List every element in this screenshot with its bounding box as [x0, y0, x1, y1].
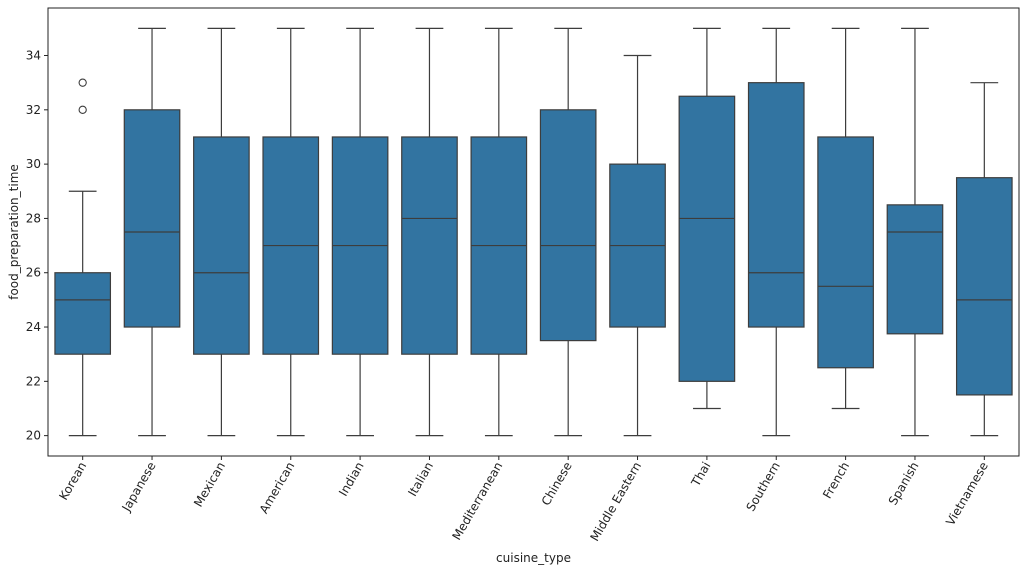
iqr-box [747, 82, 805, 328]
box-american [262, 27, 320, 437]
x-tick-label: Southern [743, 460, 782, 514]
y-axis-label: food_preparation_time [7, 164, 21, 300]
y-tick-label: 20 [26, 429, 41, 443]
x-axis-label: cuisine_type [496, 551, 571, 565]
x-tick-label: Spanish [886, 460, 922, 508]
iqr-box [678, 95, 736, 382]
x-tick-label: Middle Eastern [587, 460, 644, 544]
box-french [817, 27, 874, 410]
box-chinese [539, 27, 597, 437]
iqr-box [54, 272, 112, 355]
x-tick-label: American [257, 460, 298, 516]
iqr-box [955, 177, 1013, 396]
x-tick-label: Japanese [119, 460, 159, 515]
box-mediterranean [470, 27, 528, 437]
x-axis: Korean Japanese Mexican American Indian Itali… [56, 456, 991, 544]
box-thai [678, 27, 736, 410]
y-tick-label: 26 [26, 266, 41, 280]
x-tick-label: Thai [688, 460, 713, 490]
y-tick-label: 30 [26, 157, 41, 171]
x-tick-label: Vietnamese [943, 460, 991, 529]
x-tick-label: Korean [56, 460, 89, 503]
x-tick-label: Chinese [539, 460, 575, 509]
box-southern [747, 27, 805, 437]
iqr-box [401, 136, 458, 355]
iqr-box [123, 109, 181, 328]
boxes-layer [54, 27, 1013, 437]
y-tick-label: 32 [26, 103, 41, 117]
iqr-box [817, 136, 874, 369]
plot-frame [47, 7, 1020, 457]
box-spanish [886, 27, 944, 437]
iqr-box [886, 204, 944, 335]
y-tick-label: 34 [26, 49, 41, 63]
y-tick-label: 28 [26, 211, 41, 225]
box-italian [401, 27, 458, 437]
box-vietnamese [955, 82, 1013, 437]
iqr-box [539, 109, 597, 342]
y-axis: 20 22 24 26 28 30 32 34 [26, 49, 48, 443]
y-tick-label: 24 [26, 320, 41, 334]
x-tick-label: Indian [336, 460, 367, 499]
box-korean [54, 78, 112, 437]
outlier-point [78, 78, 87, 87]
x-tick-label: French [820, 460, 852, 502]
iqr-box [193, 136, 250, 355]
y-tick-label: 22 [26, 374, 41, 388]
box-japanese [123, 27, 181, 437]
box-indian [331, 27, 389, 437]
x-tick-label: Mediterranean [449, 459, 505, 542]
box-mexican [193, 27, 250, 437]
x-tick-label: Mexican [191, 460, 228, 510]
outlier-point [78, 105, 87, 114]
box-middle-eastern [609, 54, 666, 437]
x-tick-label: Italian [405, 460, 436, 499]
